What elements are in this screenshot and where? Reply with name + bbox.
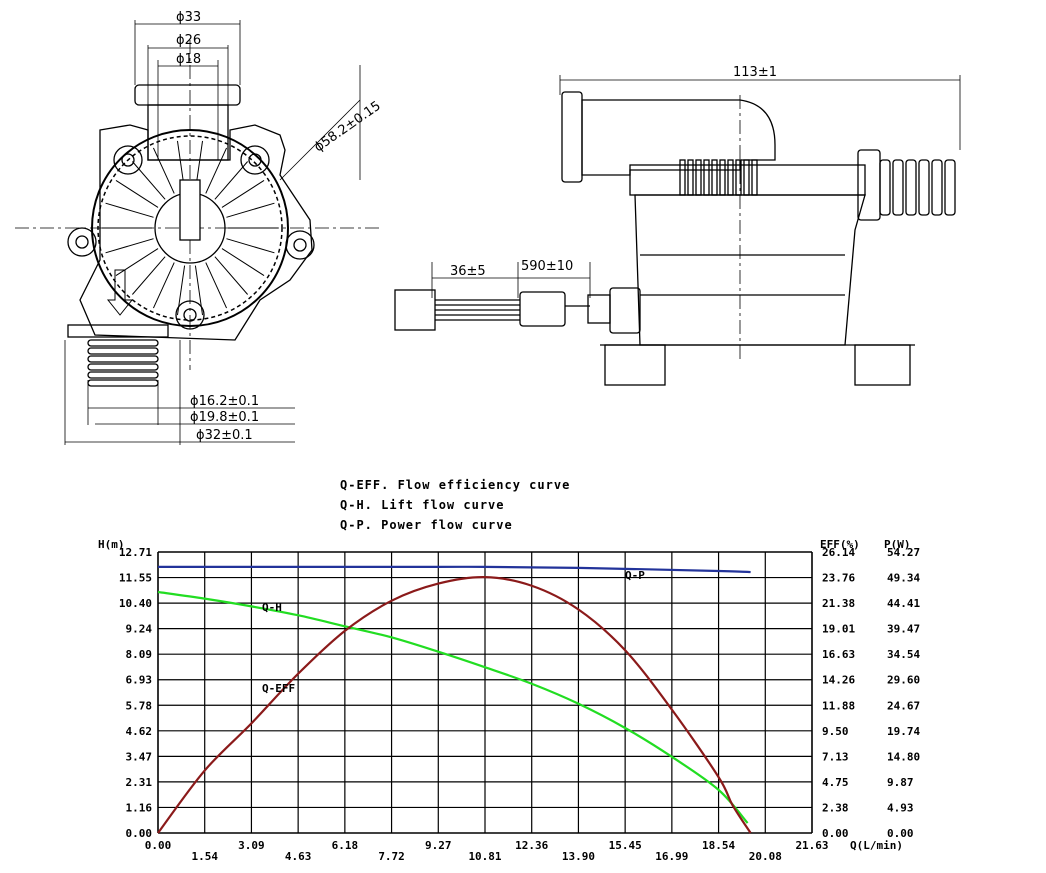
eff-tick-label: 9.50 [822,725,849,738]
left-tick-label: 0.00 [126,827,153,840]
power-tick-label: 54.27 [887,546,920,559]
power-axis-label: P(W) [884,538,911,551]
left-tick-label: 2.31 [126,776,153,789]
dim-length-113: 113±1 [733,65,777,80]
series-line-q-eff [157,576,752,834]
x-tick-label: 20.08 [749,850,782,863]
legend-h: Q-H. Lift flow curve [340,498,505,512]
left-axis-label: H(m) [98,538,125,551]
eff-tick-label: 11.88 [822,699,855,712]
x-tick-label: 13.90 [562,850,595,863]
legend-eff: Q-EFF. Flow efficiency curve [340,478,570,492]
chart-series [157,565,752,834]
dim-length-590: 590±10 [521,259,573,274]
power-tick-label: 9.87 [887,776,914,789]
legend-p: Q-P. Power flow curve [340,518,513,532]
eff-tick-label: 26.14 [822,546,855,559]
left-tick-label: 6.93 [126,674,153,687]
eff-tick-label: 23.76 [822,572,855,585]
x-tick-label: 12.36 [515,839,548,852]
left-tick-label: 1.16 [126,801,153,814]
dim-length-36: 36±5 [450,264,486,279]
series-line-q-h [157,590,749,824]
x-tick-label: 3.09 [238,839,265,852]
power-tick-label: 39.47 [887,623,920,636]
eff-tick-label: 21.38 [822,597,855,610]
power-tick-label: 49.34 [887,572,920,585]
x-tick-label: 18.54 [702,839,735,852]
power-tick-label: 4.93 [887,801,914,814]
x-tick-label: 10.81 [468,850,501,863]
eff-tick-label: 16.63 [822,648,855,661]
x-axis-label: Q(L/min) [850,839,903,852]
left-tick-label: 8.09 [126,648,153,661]
x-tick-label: 6.18 [332,839,359,852]
chart-annotations: Q-H Q-EFF Q-P [262,569,645,695]
power-tick-label: 24.67 [887,699,920,712]
dim-d33: ϕ33 [176,10,201,25]
x-tick-label: 21.63 [795,839,828,852]
power-tick-label: 29.60 [887,674,920,687]
dim-d19: ϕ19.8±0.1 [190,410,259,425]
left-tick-label: 10.40 [119,597,152,610]
left-tick-label: 4.62 [126,725,153,738]
power-tick-label: 19.74 [887,725,920,738]
x-tick-label: 7.72 [378,850,405,863]
left-tick-label: 3.47 [126,750,153,763]
eff-tick-label: 4.75 [822,776,849,789]
dim-d26: ϕ26 [176,33,201,48]
dim-d18: ϕ18 [176,52,201,67]
eff-tick-label: 0.00 [822,827,849,840]
left-tick-label: 11.55 [119,572,152,585]
annotation-q-eff: Q-EFF [262,682,295,695]
pump-dimension-drawing: ϕ33 ϕ26 ϕ18 ϕ58.2±0.15 ϕ16.2±0.1 ϕ19.8±0… [15,10,961,445]
annotation-q-h: Q-H [262,601,282,614]
eff-tick-label: 14.26 [822,674,855,687]
x-tick-label: 1.54 [191,850,218,863]
left-tick-label: 12.71 [119,546,152,559]
power-tick-label: 0.00 [887,827,914,840]
x-tick-label: 9.27 [425,839,452,852]
performance-chart: Q-EFF. Flow efficiency curve Q-H. Lift f… [98,478,921,863]
left-tick-label: 5.78 [126,699,153,712]
annotation-q-p: Q-P [625,569,645,582]
eff-tick-label: 2.38 [822,801,849,814]
dim-d58: ϕ58.2±0.15 [312,99,384,156]
power-tick-label: 34.54 [887,648,920,661]
power-tick-label: 44.41 [887,597,920,610]
eff-tick-label: 19.01 [822,623,855,636]
series-line-q-p [158,565,751,574]
x-tick-label: 0.00 [145,839,172,852]
x-tick-label: 16.99 [655,850,688,863]
eff-tick-label: 7.13 [822,750,849,763]
chart-legend: Q-EFF. Flow efficiency curve Q-H. Lift f… [340,478,570,532]
x-tick-label: 15.45 [609,839,642,852]
chart-grid [157,551,813,834]
eff-axis-label: EFF(%) [820,538,860,551]
left-tick-label: 9.24 [126,623,153,636]
chart-ticks: 12.71 11.55 10.40 9.24 8.09 6.93 5.78 4.62 3.47 2… [119,546,921,863]
x-tick-label: 4.63 [285,850,312,863]
power-tick-label: 14.80 [887,750,920,763]
dim-d32: ϕ32±0.1 [196,428,253,443]
dim-d16: ϕ16.2±0.1 [190,394,259,409]
